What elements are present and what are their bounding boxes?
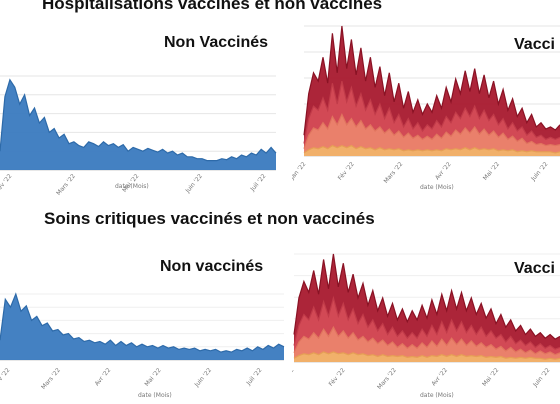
hospitalisations-title: Hospitalisations vaccinés et non vacciné… bbox=[42, 0, 383, 13]
icu-vaccinated-chart: Jan '22 Fév '22 Mars '22 Avr '22 Mai '22 Juin… bbox=[292, 236, 560, 404]
icu-unvaccinated-plot: Fév '22 Mars '22 Avr '22 Mai '22 Juin '22 Jui… bbox=[0, 292, 285, 391]
series-line-1 bbox=[303, 80, 560, 144]
hosp-unvaccinated-label: Non Vaccinés bbox=[164, 34, 269, 51]
hosp-vaccinated-xlabel: date (Mois) bbox=[420, 184, 454, 191]
x-tick-label: Fév '22 bbox=[0, 367, 12, 388]
series-line-0 bbox=[0, 292, 285, 353]
series-area-0 bbox=[0, 294, 284, 360]
icu-vaccinated-label: Vacci bbox=[514, 260, 555, 277]
series-line-1 bbox=[293, 295, 560, 350]
series-line-0 bbox=[293, 253, 560, 340]
hosp-unvaccinated-chart: Fév '22 Mars '22 Mai '22 Juin '22 Juil '22 N… bbox=[0, 16, 290, 200]
x-tick-label: Avr '22 bbox=[434, 161, 453, 182]
series-area-0 bbox=[0, 79, 276, 170]
x-tick-label: Juil '22 bbox=[245, 367, 264, 388]
x-tick-label: Mars '22 bbox=[376, 367, 398, 391]
x-tick-label: Juin '22 bbox=[193, 367, 213, 389]
x-tick-label: Avr '22 bbox=[93, 367, 112, 388]
icu-unvaccinated-xlabel: date (Mois) bbox=[138, 392, 172, 399]
series-line-0 bbox=[303, 25, 560, 136]
x-tick-label: Juin '22 bbox=[531, 367, 551, 389]
x-tick-label: Mai '22 bbox=[482, 161, 501, 182]
x-tick-label: Mai '22 bbox=[481, 367, 500, 388]
series-line-0 bbox=[0, 78, 277, 162]
series-area-2 bbox=[304, 114, 560, 156]
series-line-3 bbox=[293, 351, 560, 360]
series-line-2 bbox=[303, 112, 560, 149]
x-tick-label: Juil '22 bbox=[249, 173, 268, 194]
x-tick-label: Juin '22 bbox=[529, 161, 549, 183]
x-tick-label: Mars '22 bbox=[55, 173, 77, 197]
series-line-2 bbox=[293, 325, 560, 356]
x-tick-label: Fév '22 bbox=[337, 161, 356, 182]
x-tick-label: Jan '22 bbox=[292, 161, 308, 182]
x-tick-label: Mars '22 bbox=[382, 161, 404, 185]
x-tick-label: Avr '22 bbox=[430, 367, 449, 388]
x-tick-label: Mars '22 bbox=[40, 367, 62, 391]
series-area-2 bbox=[294, 327, 560, 362]
series-line-3 bbox=[303, 144, 560, 154]
icu-vaccinated-plot: Jan '22 Fév '22 Mars '22 Avr '22 Mai '22 Juin… bbox=[292, 253, 560, 391]
hosp-unvaccinated-xlabel: date (Mois) bbox=[115, 183, 149, 190]
x-tick-label: Juin '22 bbox=[184, 173, 204, 195]
icu-vaccinated-xlabel: date (Mois) bbox=[420, 392, 454, 399]
x-tick-label: Mai '22 bbox=[143, 367, 162, 388]
icu-unvaccinated-label: Non vaccinés bbox=[160, 258, 264, 275]
critical-care-title: Soins critiques vaccinés et non vaccinés bbox=[44, 209, 375, 228]
x-tick-label: Fév '22 bbox=[0, 173, 14, 194]
x-tick-label: Jan '22 bbox=[292, 367, 296, 388]
icu-unvaccinated-chart: Fév '22 Mars '22 Avr '22 Mai '22 Juin '22 Jui… bbox=[0, 236, 290, 404]
hosp-vaccinated-plot: Jan '22 Fév '22 Mars '22 Avr '22 Mai '22 Juin… bbox=[292, 25, 560, 185]
hosp-unvaccinated-plot: Fév '22 Mars '22 Mai '22 Juin '22 Juil '22 bbox=[0, 75, 277, 197]
hosp-vaccinated-chart: Jan '22 Fév '22 Mars '22 Avr '22 Mai '22 Juin… bbox=[292, 16, 560, 200]
hosp-vaccinated-label: Vacci bbox=[514, 36, 555, 53]
x-tick-label: Fév '22 bbox=[328, 367, 347, 388]
